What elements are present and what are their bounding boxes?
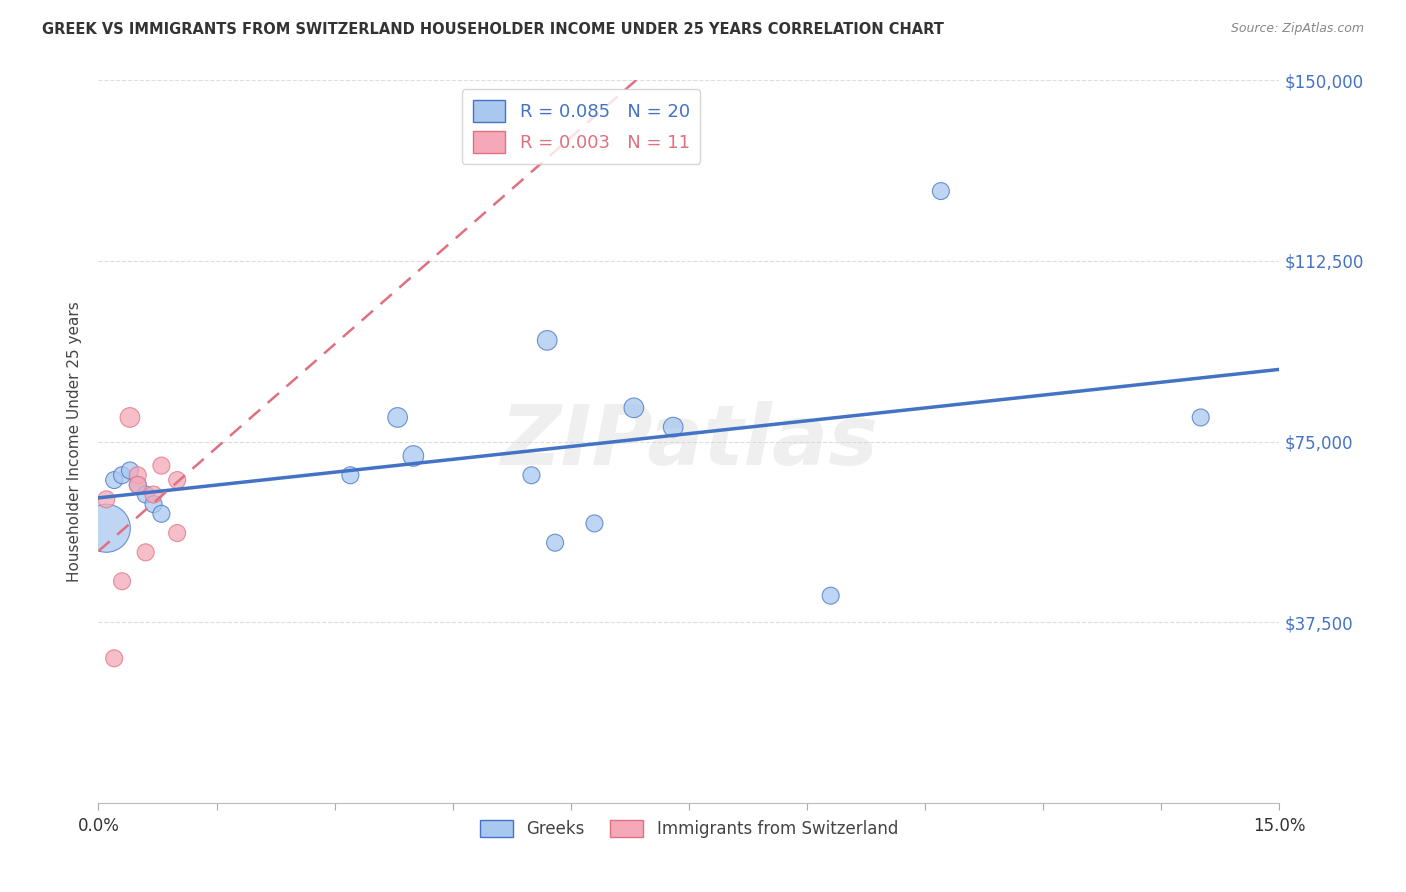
Point <box>929 184 952 198</box>
Point <box>135 545 157 559</box>
Point <box>150 507 173 521</box>
Legend: Greeks, Immigrants from Switzerland: Greeks, Immigrants from Switzerland <box>474 814 904 845</box>
Point <box>127 478 149 492</box>
Point <box>820 589 842 603</box>
Point <box>127 468 149 483</box>
Point <box>142 487 165 501</box>
Point <box>150 458 173 473</box>
Point <box>118 410 141 425</box>
Point <box>1189 410 1212 425</box>
Point <box>662 420 685 434</box>
Point <box>166 526 188 541</box>
Point <box>118 463 141 477</box>
Point <box>111 574 134 589</box>
Point <box>96 492 118 507</box>
Point <box>127 478 149 492</box>
Point <box>536 334 558 348</box>
Point <box>103 473 125 487</box>
Point <box>520 468 543 483</box>
Point <box>166 473 188 487</box>
Y-axis label: Householder Income Under 25 years: Householder Income Under 25 years <box>67 301 83 582</box>
Point <box>402 449 425 463</box>
Point <box>544 535 567 549</box>
Point <box>623 401 645 415</box>
Text: Source: ZipAtlas.com: Source: ZipAtlas.com <box>1230 22 1364 36</box>
Point <box>142 497 165 511</box>
Point <box>103 651 125 665</box>
Point <box>387 410 409 425</box>
Text: ZIPatlas: ZIPatlas <box>501 401 877 482</box>
Point <box>111 468 134 483</box>
Point <box>135 487 157 501</box>
Text: GREEK VS IMMIGRANTS FROM SWITZERLAND HOUSEHOLDER INCOME UNDER 25 YEARS CORRELATI: GREEK VS IMMIGRANTS FROM SWITZERLAND HOU… <box>42 22 943 37</box>
Point <box>96 521 118 535</box>
Point <box>583 516 606 531</box>
Point <box>339 468 361 483</box>
